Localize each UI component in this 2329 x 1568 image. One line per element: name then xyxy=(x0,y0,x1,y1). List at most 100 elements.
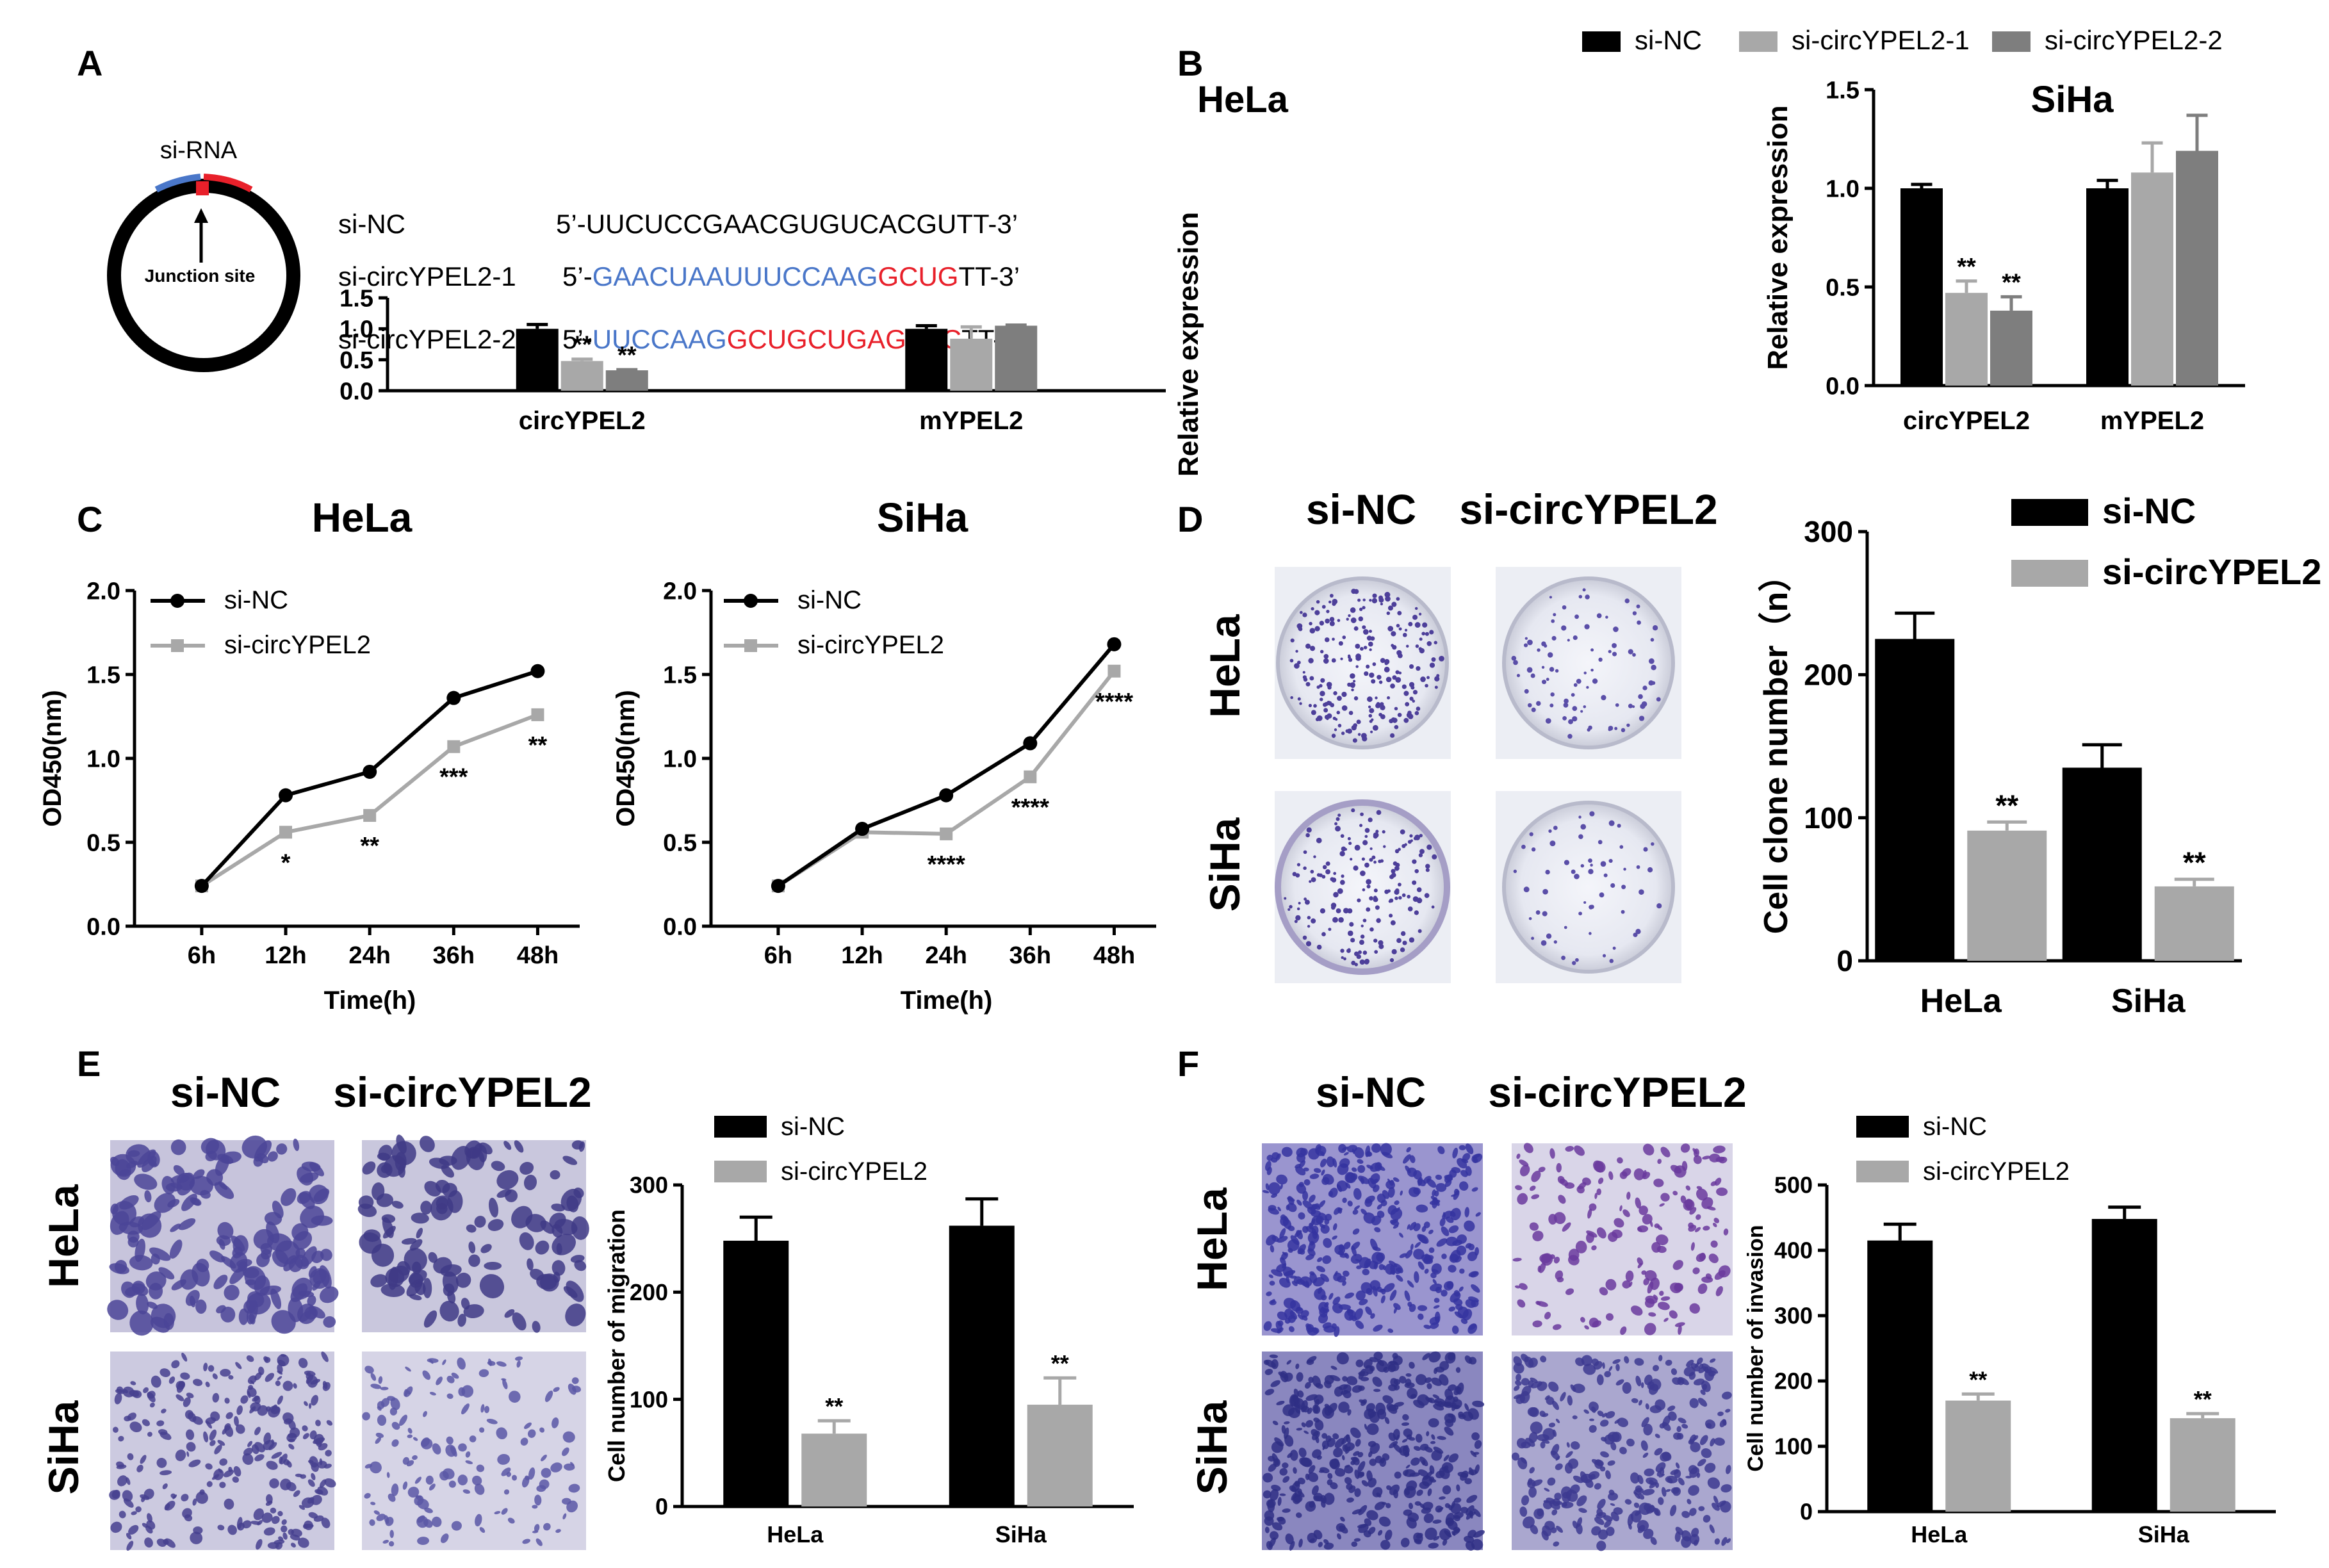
cell-blob xyxy=(229,1266,247,1284)
y-axis-label: Relative expression xyxy=(1173,212,1204,477)
colony-dot xyxy=(1341,846,1346,852)
y-tick-label: 0.0 xyxy=(339,378,373,405)
cell-blob xyxy=(1710,1358,1716,1363)
cell-blob xyxy=(1694,1378,1705,1385)
cell-blob xyxy=(254,1442,265,1453)
colony-dot xyxy=(1549,703,1554,708)
legend-marker xyxy=(171,639,184,652)
cell-blob xyxy=(1660,1296,1671,1301)
y-tick-label: 1.5 xyxy=(663,662,697,689)
cell-blob xyxy=(237,1523,245,1531)
cell-blob xyxy=(1469,1512,1476,1517)
significance-label: ** xyxy=(360,833,379,860)
cell-blob xyxy=(358,1195,374,1209)
cell-blob xyxy=(1540,1253,1553,1266)
colony-dot xyxy=(1656,903,1662,909)
cell-blob xyxy=(156,1539,167,1547)
cell-blob xyxy=(1295,1488,1302,1497)
cell-blob xyxy=(1450,1207,1461,1221)
panel-label-f: F xyxy=(1177,1043,1199,1084)
cell-blob xyxy=(1330,1366,1337,1370)
cell-blob xyxy=(1537,1508,1544,1517)
cell-blob xyxy=(1289,1540,1295,1551)
colony-dot xyxy=(1392,717,1398,723)
cell-blob xyxy=(1596,1227,1606,1239)
colony-dot xyxy=(1343,957,1346,961)
cell-blob xyxy=(554,1218,578,1236)
cell-blob xyxy=(1452,1147,1459,1159)
significance-label: ** xyxy=(1957,254,1976,281)
cell-blob xyxy=(1366,1470,1373,1482)
cell-blob xyxy=(1637,1257,1644,1266)
colony-dot xyxy=(1392,675,1397,680)
cell-blob xyxy=(1351,1167,1357,1172)
d-row-label-2: SiHa xyxy=(1201,817,1248,911)
colony-dot xyxy=(1302,612,1307,617)
cell-blob xyxy=(1530,1377,1538,1384)
colony-dot xyxy=(1578,834,1583,839)
colony-dot xyxy=(1583,901,1587,904)
colony-dot xyxy=(1290,696,1293,699)
cell-blob xyxy=(1344,1477,1352,1485)
colony-dot xyxy=(1614,726,1618,730)
cell-blob xyxy=(176,1394,184,1401)
cell-blob xyxy=(1431,1377,1442,1386)
colony-dot xyxy=(1329,621,1335,626)
colony-dot xyxy=(1384,592,1391,598)
colony-dot xyxy=(1548,652,1553,658)
cell-blob xyxy=(1608,1492,1619,1501)
colony-dot xyxy=(1340,949,1344,953)
cell-blob xyxy=(1696,1186,1703,1190)
cell-blob xyxy=(217,1524,225,1531)
cell-blob xyxy=(1396,1434,1400,1441)
cell-blob xyxy=(1631,1398,1638,1403)
cell-blob xyxy=(391,1421,400,1430)
cell-blob xyxy=(1267,1499,1275,1513)
cell-blob xyxy=(1275,1321,1282,1331)
cell-blob xyxy=(1277,1206,1281,1212)
bar-si-circYPEL2 xyxy=(1027,1405,1093,1507)
cell-blob xyxy=(1284,1308,1295,1320)
sirna-label: si-RNA xyxy=(160,137,238,164)
f-row-label-2: SiHa xyxy=(1188,1400,1236,1494)
cell-blob xyxy=(1465,1143,1474,1154)
colony-dot xyxy=(1564,926,1567,929)
colony-dot xyxy=(1391,949,1397,954)
cell-blob xyxy=(1462,1411,1474,1421)
significance-label: ** xyxy=(2002,269,2021,296)
cell-blob xyxy=(1426,1383,1432,1389)
bar-si-circYPEL2-1 xyxy=(560,361,603,391)
colony-dot xyxy=(1361,857,1366,861)
cell-blob xyxy=(1599,1419,1609,1427)
colony-dot xyxy=(1325,637,1330,642)
cell-blob xyxy=(1597,1499,1606,1510)
colony-dot xyxy=(1302,935,1307,940)
colony-dot xyxy=(1408,714,1414,719)
colony-dot xyxy=(1409,696,1414,701)
colony-dot xyxy=(1396,597,1400,601)
cell-blob xyxy=(1413,1187,1421,1195)
colony-dot xyxy=(1431,657,1436,662)
cell-blob xyxy=(1654,1223,1660,1229)
cell-blob xyxy=(1556,1163,1562,1173)
cell-blob xyxy=(1531,1194,1540,1200)
cell-blob xyxy=(1538,1166,1546,1173)
significance-label: ** xyxy=(2194,1386,2212,1412)
cell-blob xyxy=(1719,1419,1727,1428)
cell-blob xyxy=(1312,1405,1319,1414)
colony-dot xyxy=(1407,895,1411,899)
cells-e-siha-sinc xyxy=(109,1352,336,1551)
colony-dot xyxy=(1418,853,1423,858)
cell-blob xyxy=(1444,1389,1453,1400)
cell-blob xyxy=(506,1471,511,1477)
colony-dot xyxy=(1369,708,1375,714)
cell-blob xyxy=(1355,1320,1364,1329)
cell-blob xyxy=(1370,1313,1375,1319)
cell-blob xyxy=(1714,1177,1722,1186)
cell-blob xyxy=(1409,1303,1416,1312)
cell-blob xyxy=(1619,1446,1627,1455)
cell-blob xyxy=(1650,1537,1657,1545)
colony-dot xyxy=(1434,641,1437,644)
colony-dot xyxy=(1325,869,1331,875)
colony-dot xyxy=(1396,938,1401,943)
